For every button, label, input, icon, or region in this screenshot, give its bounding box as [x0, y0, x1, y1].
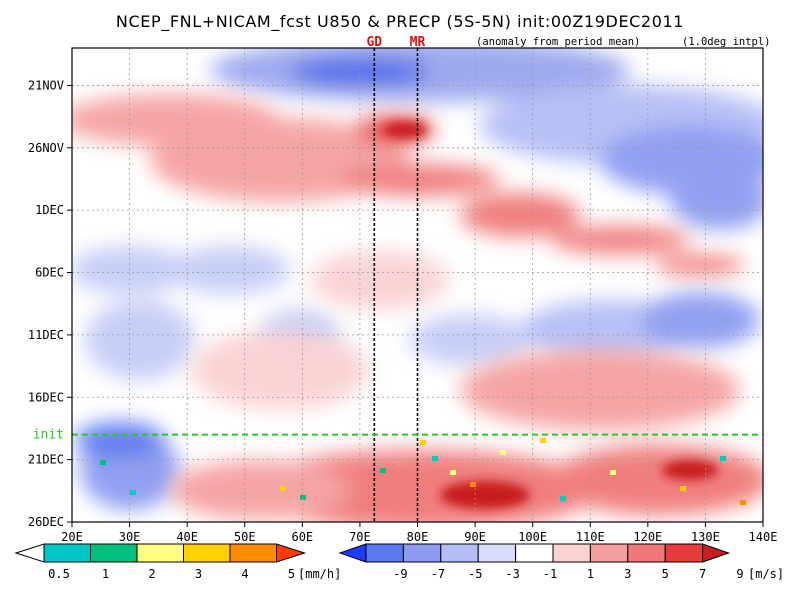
precip-markers [100, 438, 746, 505]
precip-colorbar-label: 1 [102, 567, 109, 581]
u850-colorbar-label: -5 [468, 567, 482, 581]
u850-colorbar-label: 3 [624, 567, 631, 581]
precip-colorbar-unit: [mm/h] [298, 567, 341, 581]
interp-note: (1.0deg intpl) [682, 36, 771, 48]
init-line-group: init [33, 428, 763, 443]
u850-colorbar-low-triangle [338, 543, 367, 563]
precip-colorbar-segment [90, 543, 138, 563]
precip-colorbar-label: 4 [241, 567, 248, 581]
y-tick-label: 26DEC [28, 515, 64, 529]
precip-colorbar-label: 2 [148, 567, 155, 581]
x-tick-label: 90E [464, 530, 486, 544]
y-tick-label: 11DEC [28, 328, 64, 342]
precip-colorbar-segment [43, 543, 91, 563]
y-tick-label: 26NOV [28, 141, 64, 155]
x-tick-label: 60E [291, 530, 313, 544]
anomaly-note: (anomaly from period mean) [476, 36, 641, 48]
u850-colorbar-segment [402, 543, 442, 563]
u850-colorbar: -9 -7 -5 -3 -1 1 3 5 7 9 [m/s] [338, 543, 784, 581]
x-tick-label: 70E [349, 530, 371, 544]
x-tick-label: 40E [176, 530, 198, 544]
precip-colorbar: 0.5 1 2 3 4 5 [mm/h] [14, 543, 341, 581]
chart-title: NCEP_FNL+NICAM_fcst U850 & PRECP (5S-5N)… [115, 12, 685, 31]
u850-anomaly-field [72, 48, 763, 522]
y-tick-label: 21DEC [28, 453, 64, 467]
x-tick-label: 140E [749, 530, 778, 544]
precip-colorbar-label: 5 [288, 567, 295, 581]
u850-colorbar-label: -9 [393, 567, 407, 581]
u850-colorbar-label: -7 [431, 567, 445, 581]
grid-lines [72, 48, 763, 522]
u850-colorbar-label: 9 [736, 567, 743, 581]
u850-colorbar-segment [515, 543, 554, 563]
u850-colorbar-label: 7 [699, 567, 706, 581]
x-tick-label: 120E [633, 530, 662, 544]
u850-colorbar-segment [477, 543, 517, 563]
precip-colorbar-low-triangle [14, 543, 45, 563]
x-tick-label: 50E [234, 530, 256, 544]
x-tick-label: 130E [691, 530, 720, 544]
u850-colorbar-label: -3 [505, 567, 519, 581]
u850-colorbar-high-triangle [702, 543, 731, 563]
y-axis: 21NOV 26NOV 1DEC 6DEC 11DEC 16DEC 21DEC 26DEC [28, 78, 72, 529]
y-tick-label: 1DEC [35, 203, 64, 217]
precip-colorbar-high-triangle [276, 543, 307, 563]
precip-colorbar-label: 3 [195, 567, 202, 581]
u850-colorbar-label: 5 [662, 567, 669, 581]
x-tick-label: 20E [61, 530, 83, 544]
y-tick-label: 21NOV [28, 78, 64, 92]
marker-label-gd: GD [366, 35, 382, 50]
u850-colorbar-label: 1 [587, 567, 594, 581]
u850-colorbar-segment [627, 543, 666, 563]
precip-colorbar-segment [183, 543, 231, 563]
u850-colorbar-unit: [m/s] [748, 567, 784, 581]
x-tick-label: 110E [576, 530, 605, 544]
u850-colorbar-segment [664, 543, 704, 563]
x-axis: 20E 30E 40E 50E 60E 70E 80E 90E 100E 110E 120E 130E… [61, 522, 777, 544]
x-tick-label: 30E [119, 530, 141, 544]
y-tick-label: 6DEC [35, 266, 64, 280]
u850-colorbar-segment [589, 543, 629, 563]
precip-colorbar-label: 0.5 [48, 567, 70, 581]
u850-colorbar-segment [552, 543, 591, 563]
init-label: init [33, 428, 64, 443]
precip-colorbar-segment [136, 543, 184, 563]
u850-colorbar-label: -1 [543, 567, 557, 581]
y-tick-label: 16DEC [28, 390, 64, 404]
u850-colorbar-segment [440, 543, 479, 563]
precip-colorbar-segment [229, 543, 277, 563]
marker-label-mr: MR [410, 35, 426, 50]
u850-colorbar-segment [365, 543, 404, 563]
x-tick-label: 80E [407, 530, 429, 544]
station-marker-lines: GD MR [366, 35, 425, 522]
x-tick-label: 100E [518, 530, 547, 544]
